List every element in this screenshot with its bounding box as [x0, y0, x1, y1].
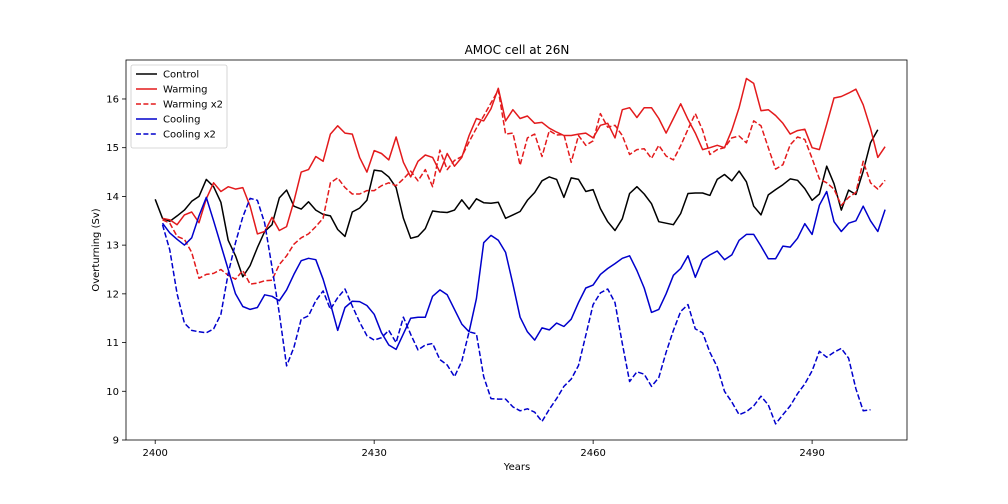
y-tick-label: 9: [113, 436, 119, 447]
y-tick-label: 13: [106, 241, 119, 252]
legend-box: [130, 64, 228, 149]
y-tick-label: 10: [106, 387, 119, 398]
x-axis: 2400 2430 2460 2490: [142, 440, 825, 459]
y-tick-label: 16: [106, 94, 119, 105]
x-tick-label: 2460: [580, 448, 605, 459]
legend-label: Warming x2: [163, 100, 223, 111]
series-line-warming: [162, 77, 886, 235]
legend-label: Warming: [163, 85, 208, 96]
legend-label: Control: [163, 70, 199, 81]
y-tick-label: 14: [106, 192, 119, 203]
series-layer: [154, 77, 886, 425]
series-line-control: [154, 129, 879, 278]
x-axis-title: Years: [503, 462, 530, 473]
x-tick-label: 2490: [799, 448, 824, 459]
legend-label: Cooling x2: [163, 130, 216, 141]
y-tick-label: 11: [106, 338, 119, 349]
series-line-cooling: [161, 190, 886, 351]
series-line-warming-x2: [162, 89, 886, 285]
legend-label: Cooling: [163, 115, 200, 126]
y-tick-label: 15: [106, 143, 119, 154]
y-axis-title: Overturning (Sv): [91, 208, 102, 291]
y-axis: 9 10 11 12 13 14 15 16: [106, 94, 126, 447]
x-tick-label: 2400: [142, 448, 167, 459]
x-tick-label: 2430: [361, 448, 386, 459]
chart-title: AMOC cell at 26N: [465, 43, 570, 57]
y-tick-label: 12: [106, 289, 119, 300]
legend: Control Warming Warming x2 Cooling Cooling x…: [130, 64, 228, 149]
plot-frame: [125, 59, 908, 441]
